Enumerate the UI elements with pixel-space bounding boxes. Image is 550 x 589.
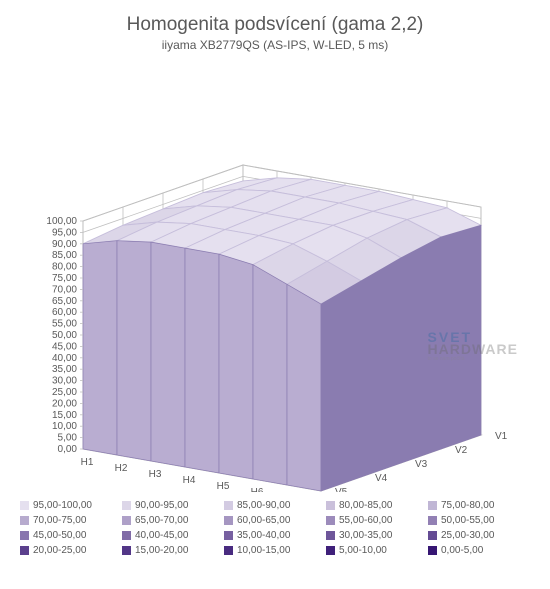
legend-item: 50,00-55,00: [428, 513, 530, 528]
svg-text:35,00: 35,00: [52, 364, 77, 375]
chart-container: Homogenita podsvícení (gama 2,2) iiyama …: [0, 0, 550, 589]
svg-text:H6: H6: [251, 487, 264, 492]
legend-swatch: [224, 501, 233, 510]
legend-swatch: [224, 516, 233, 525]
legend-item: 25,00-30,00: [428, 528, 530, 543]
legend-item: 75,00-80,00: [428, 498, 530, 513]
surface-3d-plot: 0,005,0010,0015,0020,0025,0030,0035,0040…: [10, 62, 540, 492]
legend-label: 25,00-30,00: [441, 530, 494, 541]
svg-text:V3: V3: [415, 459, 428, 470]
svg-text:H5: H5: [217, 481, 230, 492]
legend-item: 90,00-95,00: [122, 498, 224, 513]
legend-swatch: [326, 516, 335, 525]
legend-item: 60,00-65,00: [224, 513, 326, 528]
legend-item: 0,00-5,00: [428, 543, 530, 558]
legend-label: 60,00-65,00: [237, 515, 290, 526]
legend-label: 5,00-10,00: [339, 545, 387, 556]
legend-swatch: [20, 546, 29, 555]
svg-text:30,00: 30,00: [52, 376, 77, 387]
legend-label: 30,00-35,00: [339, 530, 392, 541]
svg-text:V5: V5: [335, 487, 348, 492]
legend-item: 70,00-75,00: [20, 513, 122, 528]
svg-text:15,00: 15,00: [52, 410, 77, 421]
svg-text:45,00: 45,00: [52, 341, 77, 352]
svg-text:65,00: 65,00: [52, 296, 77, 307]
legend-swatch: [326, 501, 335, 510]
legend-item: 85,00-90,00: [224, 498, 326, 513]
svg-text:5,00: 5,00: [58, 433, 78, 444]
svg-text:20,00: 20,00: [52, 398, 77, 409]
legend-label: 10,00-15,00: [237, 545, 290, 556]
svg-text:H3: H3: [149, 469, 162, 480]
legend-item: 55,00-60,00: [326, 513, 428, 528]
svg-text:85,00: 85,00: [52, 250, 77, 261]
svg-text:10,00: 10,00: [52, 421, 77, 432]
legend-item: 80,00-85,00: [326, 498, 428, 513]
legend-swatch: [326, 546, 335, 555]
legend-swatch: [224, 546, 233, 555]
chart-subtitle: iiyama XB2779QS (AS-IPS, W-LED, 5 ms): [8, 38, 542, 52]
svg-text:H4: H4: [183, 475, 196, 486]
legend-swatch: [224, 531, 233, 540]
legend-label: 95,00-100,00: [33, 500, 92, 511]
svg-text:H2: H2: [115, 463, 128, 474]
svg-text:H1: H1: [81, 457, 94, 468]
legend-swatch: [122, 516, 131, 525]
legend-item: 45,00-50,00: [20, 528, 122, 543]
svg-text:60,00: 60,00: [52, 307, 77, 318]
legend-item: 95,00-100,00: [20, 498, 122, 513]
legend-item: 30,00-35,00: [326, 528, 428, 543]
legend-swatch: [122, 531, 131, 540]
svg-text:90,00: 90,00: [52, 239, 77, 250]
legend-label: 15,00-20,00: [135, 545, 188, 556]
svg-text:95,00: 95,00: [52, 227, 77, 238]
legend-swatch: [428, 516, 437, 525]
legend-label: 70,00-75,00: [33, 515, 86, 526]
legend-label: 90,00-95,00: [135, 500, 188, 511]
legend-swatch: [122, 501, 131, 510]
svg-text:80,00: 80,00: [52, 262, 77, 273]
legend-swatch: [326, 531, 335, 540]
legend-label: 20,00-25,00: [33, 545, 86, 556]
legend-label: 40,00-45,00: [135, 530, 188, 541]
legend-item: 65,00-70,00: [122, 513, 224, 528]
legend-label: 50,00-55,00: [441, 515, 494, 526]
svg-text:70,00: 70,00: [52, 284, 77, 295]
legend-swatch: [122, 546, 131, 555]
legend-label: 45,00-50,00: [33, 530, 86, 541]
legend-swatch: [20, 516, 29, 525]
svg-text:75,00: 75,00: [52, 273, 77, 284]
legend-item: 20,00-25,00: [20, 543, 122, 558]
legend-label: 75,00-80,00: [441, 500, 494, 511]
legend: 95,00-100,00 90,00-95,00 85,00-90,00 80,00-…: [8, 492, 542, 562]
legend-label: 80,00-85,00: [339, 500, 392, 511]
svg-text:40,00: 40,00: [52, 353, 77, 364]
legend-label: 35,00-40,00: [237, 530, 290, 541]
legend-item: 40,00-45,00: [122, 528, 224, 543]
legend-item: 10,00-15,00: [224, 543, 326, 558]
svg-text:50,00: 50,00: [52, 330, 77, 341]
legend-label: 65,00-70,00: [135, 515, 188, 526]
legend-swatch: [428, 531, 437, 540]
svg-text:V2: V2: [455, 445, 468, 456]
plot-area: 0,005,0010,0015,0020,0025,0030,0035,0040…: [10, 62, 540, 492]
legend-swatch: [428, 546, 437, 555]
legend-swatch: [20, 501, 29, 510]
svg-text:0,00: 0,00: [58, 444, 78, 455]
legend-item: 15,00-20,00: [122, 543, 224, 558]
legend-swatch: [20, 531, 29, 540]
legend-item: 35,00-40,00: [224, 528, 326, 543]
svg-text:100,00: 100,00: [46, 216, 77, 227]
svg-text:V1: V1: [495, 431, 508, 442]
svg-text:55,00: 55,00: [52, 319, 77, 330]
legend-swatch: [428, 501, 437, 510]
svg-text:V4: V4: [375, 473, 388, 484]
legend-item: 5,00-10,00: [326, 543, 428, 558]
legend-label: 55,00-60,00: [339, 515, 392, 526]
svg-text:25,00: 25,00: [52, 387, 77, 398]
legend-label: 85,00-90,00: [237, 500, 290, 511]
legend-label: 0,00-5,00: [441, 545, 483, 556]
chart-title: Homogenita podsvícení (gama 2,2): [8, 14, 542, 36]
